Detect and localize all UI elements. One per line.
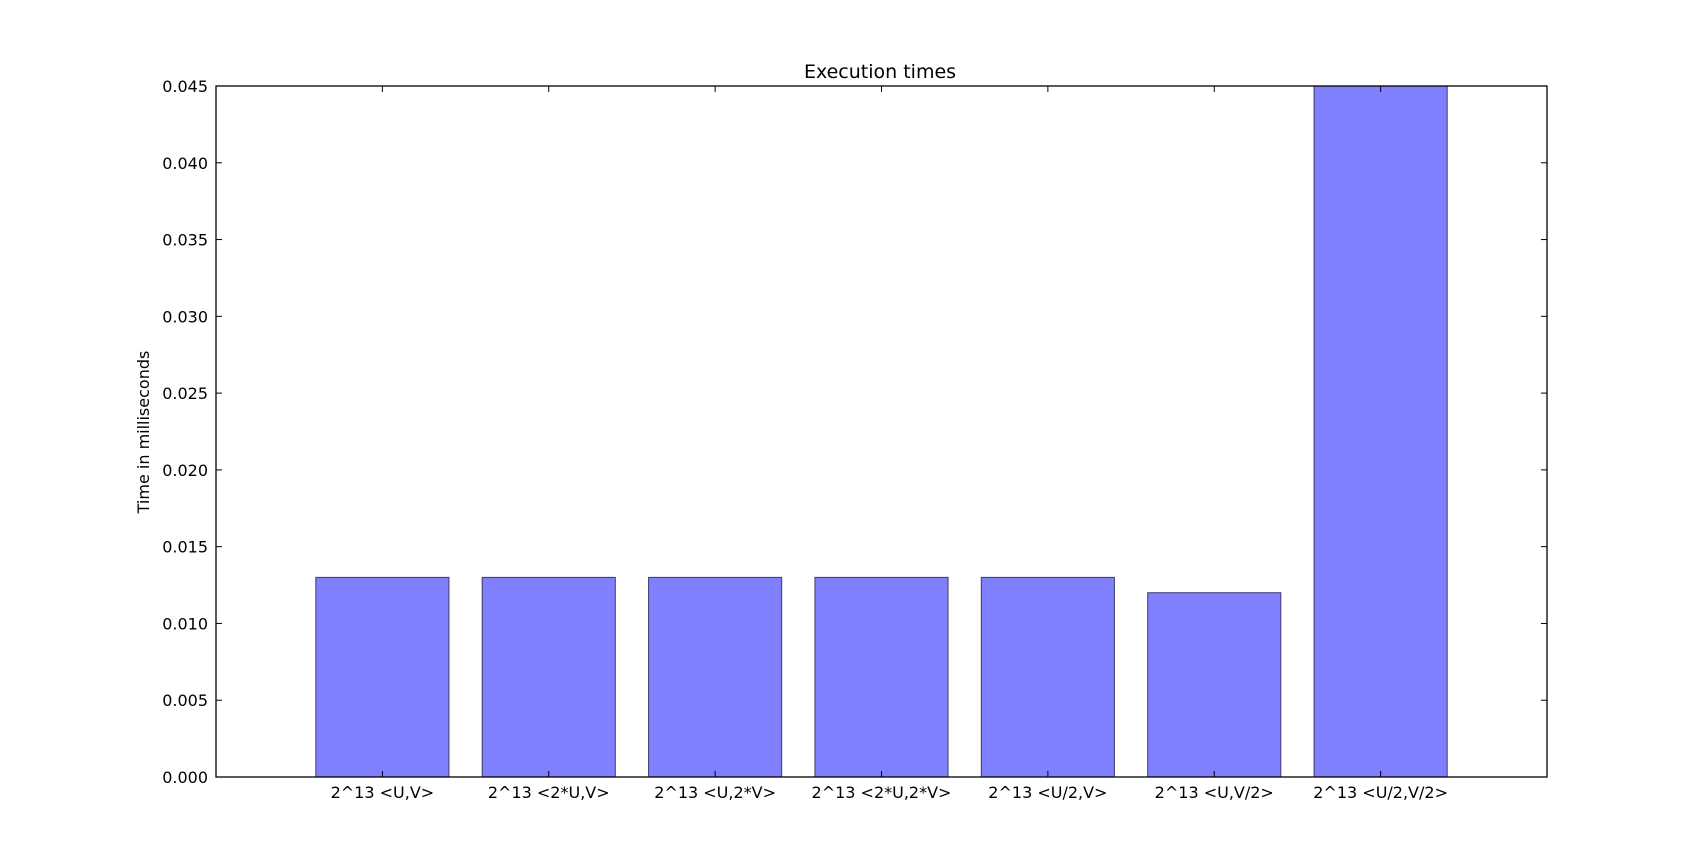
x-tick-label: 2^13 <2*U,2*V> [812,783,952,802]
bar [1147,592,1282,778]
y-tick-label: 0.000 [162,768,208,787]
bars-group [315,85,1448,778]
x-tick-label: 2^13 <U,V/2> [1155,783,1274,802]
chart-title: Execution times [804,61,956,83]
y-tick-label: 0.035 [162,231,208,250]
y-tick-label: 0.045 [162,77,208,96]
x-tick-label: 2^13 <U,V> [331,783,435,802]
plot-frame [215,85,1548,778]
bar [1313,85,1448,778]
bar [980,576,1115,778]
x-tick-label: 2^13 <2*U,V> [488,783,610,802]
x-tick-label: 2^13 <U/2,V/2> [1313,783,1448,802]
y-tick-label: 0.015 [162,538,208,557]
bar [814,576,949,778]
y-axis-label: Time in milliseconds [134,351,153,515]
y-tick-label: 0.010 [162,614,208,633]
ticks-group: 2^13 <U,V> 2^13 <2*U,V> 2^13 <U,2*V> 2^13 <… [162,77,1547,802]
bar [648,576,783,778]
x-tick-label: 2^13 <U/2,V> [988,783,1107,802]
bar [481,576,616,778]
y-tick-label: 0.005 [162,691,208,710]
y-tick-label: 0.040 [162,154,208,173]
x-tick-label: 2^13 <U,2*V> [654,783,776,802]
y-tick-label: 0.030 [162,307,208,326]
y-tick-label: 0.025 [162,384,208,403]
y-tick-label: 0.020 [162,461,208,480]
bar [315,576,450,778]
